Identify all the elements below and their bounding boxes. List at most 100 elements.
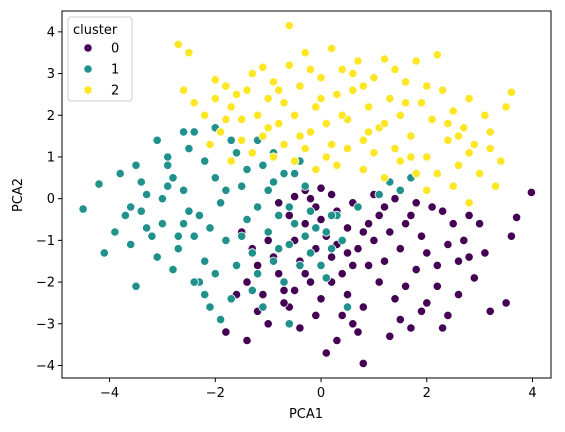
point-cluster-0 <box>411 264 421 275</box>
point-cluster-0 <box>274 269 284 279</box>
point-cluster-1 <box>179 185 189 195</box>
point-cluster-0 <box>358 227 368 237</box>
point-cluster-1 <box>342 302 353 312</box>
point-cluster-2 <box>348 85 358 95</box>
point-cluster-0 <box>316 183 326 193</box>
point-cluster-1 <box>216 198 226 208</box>
point-cluster-2 <box>279 98 289 108</box>
point-cluster-2 <box>469 139 479 150</box>
y-tick-label: 0 <box>47 192 55 207</box>
point-cluster-0 <box>242 277 252 287</box>
point-cluster-2 <box>189 98 199 108</box>
point-cluster-2 <box>337 64 347 75</box>
point-cluster-2 <box>258 131 268 141</box>
point-cluster-2 <box>416 98 427 108</box>
point-cluster-2 <box>448 181 458 191</box>
point-cluster-2 <box>279 139 289 150</box>
point-cluster-2 <box>258 62 268 72</box>
point-cluster-0 <box>422 248 432 258</box>
point-cluster-1 <box>253 269 263 279</box>
point-cluster-2 <box>480 110 490 120</box>
point-cluster-2 <box>274 85 284 95</box>
point-cluster-2 <box>363 102 374 112</box>
point-cluster-2 <box>221 114 231 125</box>
point-cluster-1 <box>305 248 316 258</box>
point-cluster-2 <box>205 139 215 150</box>
point-cluster-1 <box>231 148 242 158</box>
y-tick-label: 1 <box>47 150 55 165</box>
point-cluster-2 <box>464 148 474 158</box>
point-cluster-0 <box>453 256 464 266</box>
point-cluster-2 <box>358 81 368 91</box>
point-cluster-0 <box>348 260 358 270</box>
point-cluster-2 <box>326 139 337 150</box>
point-cluster-0 <box>400 281 411 291</box>
point-cluster-1 <box>300 181 310 191</box>
point-cluster-1 <box>216 314 226 325</box>
point-cluster-2 <box>422 152 432 162</box>
point-cluster-2 <box>326 43 337 54</box>
point-cluster-2 <box>274 119 284 129</box>
point-cluster-1 <box>305 206 316 216</box>
point-cluster-1 <box>131 160 141 170</box>
point-cluster-1 <box>237 231 247 241</box>
point-cluster-1 <box>189 277 199 287</box>
point-cluster-1 <box>179 127 189 137</box>
point-cluster-1 <box>326 210 337 220</box>
point-cluster-2 <box>437 85 448 95</box>
point-cluster-0 <box>406 323 416 333</box>
points-layer <box>78 21 537 368</box>
point-cluster-0 <box>342 248 353 258</box>
point-cluster-0 <box>300 269 310 279</box>
point-cluster-2 <box>263 123 273 133</box>
plot-frame <box>61 10 552 379</box>
point-cluster-1 <box>173 244 183 254</box>
point-cluster-2 <box>363 127 374 137</box>
point-cluster-0 <box>316 214 326 225</box>
point-cluster-1 <box>395 185 405 195</box>
point-cluster-1 <box>99 248 109 258</box>
point-cluster-0 <box>348 319 358 329</box>
point-cluster-1 <box>242 214 252 225</box>
point-cluster-0 <box>221 327 231 337</box>
point-cluster-0 <box>427 202 437 212</box>
point-cluster-0 <box>506 231 516 241</box>
y-tick-label: 3 <box>47 67 55 82</box>
point-cluster-2 <box>379 54 390 64</box>
point-cluster-2 <box>400 98 411 108</box>
point-cluster-1 <box>126 202 136 212</box>
point-cluster-0 <box>474 219 485 229</box>
point-cluster-2 <box>300 144 310 154</box>
point-cluster-0 <box>326 252 337 262</box>
point-cluster-1 <box>284 239 294 250</box>
point-cluster-0 <box>274 198 284 208</box>
point-cluster-2 <box>358 164 368 175</box>
point-cluster-2 <box>348 69 358 79</box>
point-cluster-2 <box>295 131 305 141</box>
point-cluster-1 <box>194 210 204 220</box>
x-axis: −4 −2 0 2 4 <box>100 378 537 401</box>
point-cluster-1 <box>221 235 231 245</box>
legend-title: cluster <box>73 23 118 38</box>
point-cluster-1 <box>157 194 167 204</box>
point-cluster-2 <box>226 156 236 166</box>
point-cluster-0 <box>305 277 316 287</box>
point-cluster-0 <box>432 281 442 291</box>
point-cluster-0 <box>279 285 289 295</box>
point-cluster-0 <box>369 235 379 245</box>
point-cluster-0 <box>363 260 374 270</box>
point-cluster-1 <box>284 319 294 329</box>
point-cluster-0 <box>342 223 353 233</box>
point-cluster-2 <box>496 156 506 166</box>
point-cluster-0 <box>316 294 326 304</box>
point-cluster-2 <box>422 81 432 91</box>
point-cluster-2 <box>332 160 342 170</box>
point-cluster-1 <box>321 227 331 237</box>
point-cluster-0 <box>432 260 442 270</box>
point-cluster-2 <box>443 135 453 145</box>
x-tick-label: 2 <box>423 386 431 401</box>
point-cluster-2 <box>432 169 442 179</box>
point-cluster-1 <box>200 156 210 166</box>
point-cluster-0 <box>332 335 342 346</box>
point-cluster-0 <box>321 348 331 358</box>
